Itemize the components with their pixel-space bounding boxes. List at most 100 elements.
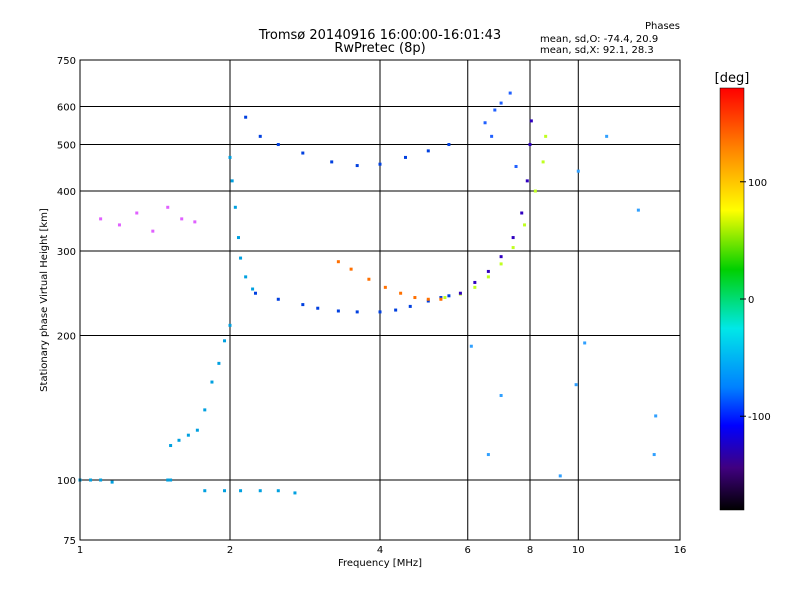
x-tick-label: 10 [572,545,585,556]
data-point [355,164,359,168]
data-point [499,394,503,398]
data-point [233,205,237,209]
data-point [258,134,262,138]
data-point [458,291,462,295]
x-tick-label: 16 [674,545,687,556]
data-point [399,291,403,295]
data-point [469,344,473,348]
x-tick-label: 1 [77,545,83,556]
data-point [520,211,524,215]
data-point [486,275,490,279]
data-point [514,164,518,168]
data-point [426,299,430,303]
data-point [439,296,443,300]
colorbar-unit-label: [deg] [715,71,750,86]
data-point [117,223,121,227]
data-point [511,236,515,240]
data-point [336,260,340,264]
data-point [499,255,503,259]
data-point [544,134,548,138]
data-point [230,179,234,183]
phases-heading: Phases [644,21,681,32]
y-tick-label: 300 [57,247,76,258]
chart-subtitle: RwPretec (8p) [334,41,426,56]
data-point [378,162,382,166]
data-point [316,306,320,310]
data-point [330,160,334,164]
data-point [447,143,451,147]
data-point [408,304,412,308]
grid-lines [80,60,680,540]
data-point [605,134,609,138]
data-point [166,478,170,482]
data-point [135,211,139,215]
data-point [195,428,199,432]
data-point [473,285,477,289]
chart-title: Tromsø 20140916 16:00:00-16:01:43 [258,28,502,43]
y-tick-label: 500 [57,141,76,152]
data-point [276,297,280,301]
data-point [636,208,640,212]
data-point [251,287,255,291]
data-point [193,220,197,224]
data-point [239,256,243,260]
y-tick-label: 750 [57,56,76,67]
data-point [508,91,512,95]
data-point [110,480,114,484]
data-point [367,277,371,281]
y-tick-label: 400 [57,187,76,198]
data-point [426,149,430,153]
data-point [169,478,173,482]
colorbar-ticks: 100 0 -100 [740,178,771,423]
data-point [413,296,417,300]
data-point [558,474,562,478]
y-axis-label: Stationary phase Virtual Height [km] [39,208,50,392]
data-point [439,297,443,301]
data-point [523,223,527,227]
data-point [166,205,170,209]
data-point [223,489,227,493]
data-point [403,155,407,159]
data-point [576,169,580,173]
data-point [652,453,656,457]
x-axis-label: Frequency [MHz] [338,558,422,569]
data-point [486,269,490,273]
data-point [486,453,490,457]
data-point [490,134,494,138]
y-tick-label: 600 [57,103,76,114]
x-tick-label: 8 [527,545,533,556]
data-point [583,341,587,345]
data-point [426,297,430,301]
data-point [99,478,103,482]
data-point [151,229,155,233]
data-point [180,217,184,221]
data-point [276,143,280,147]
data-point [239,489,243,493]
colorbar-tick-label: -100 [748,412,771,423]
data-point [447,294,451,298]
x-tick-label: 6 [465,545,471,556]
data-point [253,291,257,295]
data-point [99,217,103,221]
colorbar-tick-label: 100 [748,178,767,189]
plot-frame [79,59,681,541]
data-point [258,489,262,493]
data-point [223,339,227,343]
data-point [244,115,248,119]
data-point [529,119,533,123]
data-point [525,179,529,183]
data-point [169,444,173,448]
data-point [186,433,190,437]
data-point [217,361,221,365]
data-point [654,414,658,418]
data-point [528,143,532,147]
data-point [349,267,353,271]
colorbar-tick-label: 0 [748,295,754,306]
data-point [276,489,280,493]
data-point [177,438,181,442]
data-point [511,246,515,250]
data-points [78,91,658,495]
y-tick-label: 75 [63,536,76,547]
y-tick-label: 200 [57,332,76,343]
data-point [499,101,503,105]
